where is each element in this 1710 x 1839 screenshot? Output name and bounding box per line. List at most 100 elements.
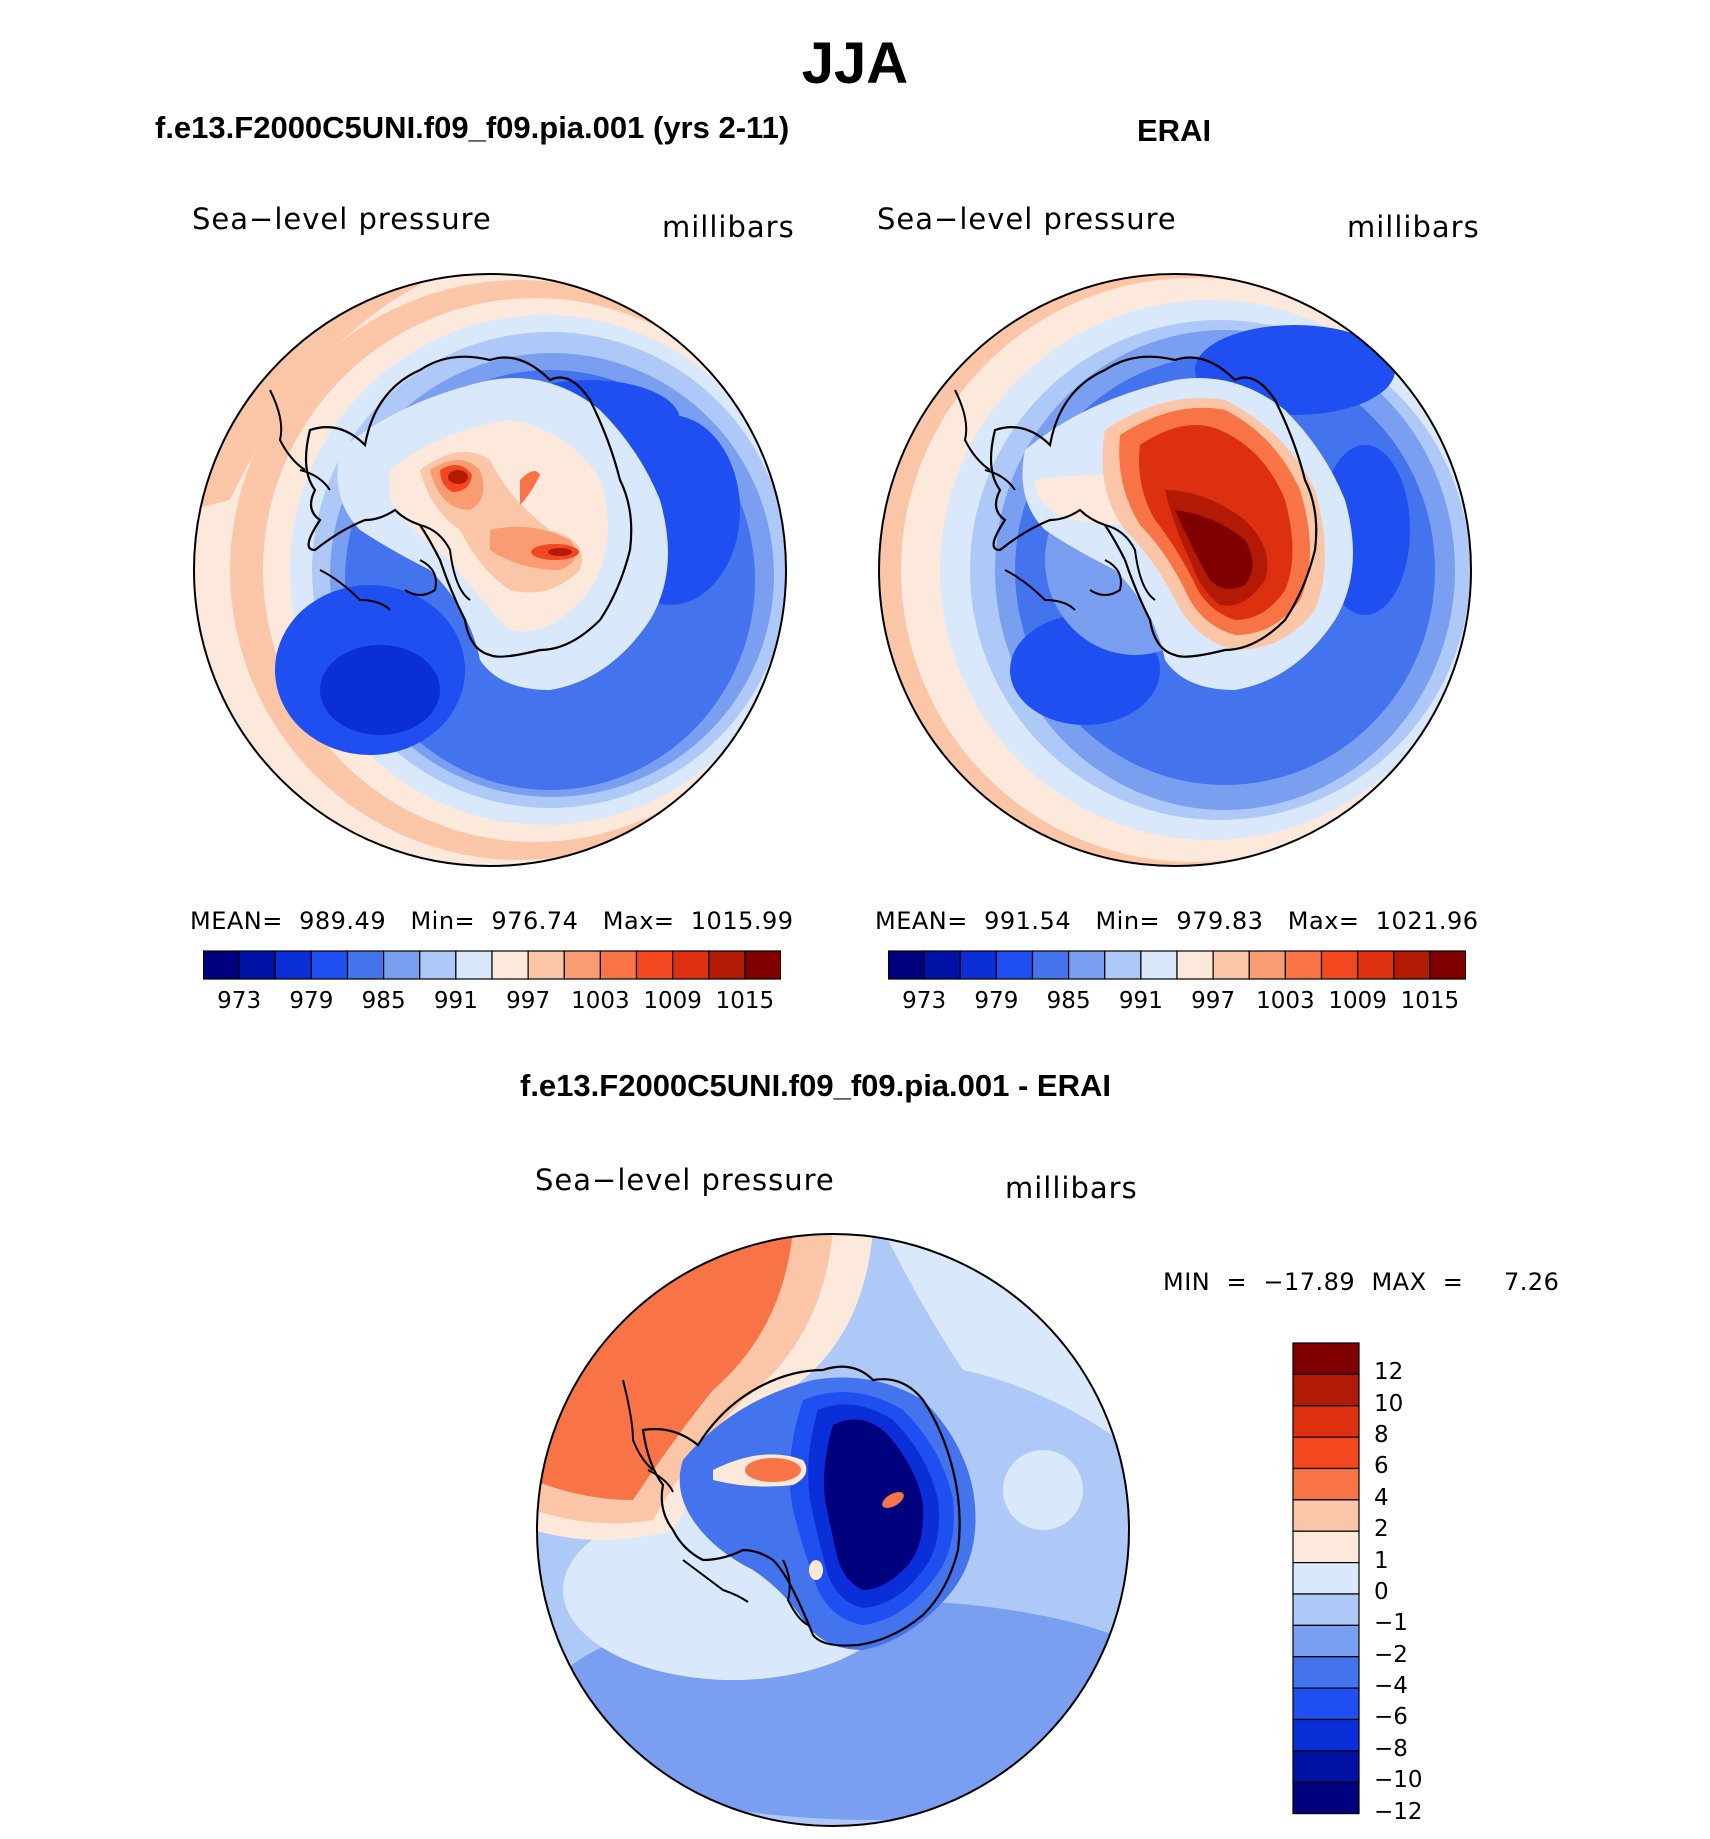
diff-colorbar-tick-label: −1: [1374, 1610, 1408, 1637]
diff-colorbar-box: [1292, 1750, 1360, 1783]
figure-title: JJA: [801, 31, 909, 96]
model-colorbar-ticks: 973 979 985 991 997 1003 1009 1015: [203, 988, 781, 1018]
diff-colorbar-box: [1292, 1499, 1360, 1532]
diff-colorbar-ticks: 12 10 8 6 4 2 1 0 −1 −2 −4 −6 −8 −10 −12: [1374, 1342, 1454, 1825]
model-colorbar-box: [491, 950, 529, 980]
obs-colorbar: [888, 950, 1466, 980]
model-colorbar-box: [238, 950, 276, 980]
obs-colorbar-box: [959, 950, 997, 980]
obs-units-label: millibars: [1347, 210, 1480, 244]
diff-colorbar-tick-label: −2: [1374, 1641, 1408, 1668]
obs-colorbar-box: [1212, 950, 1250, 980]
diff-colorbar-tick-label: 4: [1374, 1484, 1389, 1511]
diff-colorbar: [1292, 1342, 1360, 1815]
diff-colorbar-box: [1292, 1530, 1360, 1564]
model-colorbar-box: [672, 950, 710, 980]
diff-variable-label: Sea−level pressure: [535, 1163, 835, 1197]
obs-variable-label: Sea−level pressure: [877, 202, 1177, 236]
diff-colorbar-box: [1292, 1687, 1360, 1721]
obs-colorbar-box: [1176, 950, 1214, 980]
obs-colorbar-box: [1357, 950, 1395, 980]
model-panel-title: f.e13.F2000C5UNI.f09_f09.pia.001 (yrs 2-…: [155, 110, 790, 145]
diff-colorbar-tick-label: −6: [1374, 1704, 1408, 1731]
model-colorbar-tick-label: 1009: [643, 988, 702, 1014]
diff-colorbar-box: [1292, 1436, 1360, 1470]
obs-colorbar-box: [1320, 950, 1359, 980]
diff-colorbar-tick-label: 2: [1374, 1516, 1389, 1543]
obs-stats: MEAN= 991.54 Min= 979.83 Max= 1021.96: [875, 907, 1479, 935]
obs-colorbar-tick-label: 973: [902, 988, 947, 1014]
diff-stats: MIN = −17.89 MAX = 7.26: [1163, 1268, 1560, 1296]
obs-colorbar-box: [1248, 950, 1286, 980]
model-units-label: millibars: [662, 210, 795, 244]
model-colorbar-box: [563, 950, 601, 980]
obs-colorbar-box: [1284, 950, 1323, 980]
model-colorbar-box: [346, 950, 385, 980]
obs-colorbar-box: [1068, 950, 1106, 980]
diff-colorbar-box: [1292, 1593, 1360, 1626]
model-colorbar-box: [744, 950, 781, 980]
obs-colorbar-box: [1429, 950, 1466, 980]
diff-colorbar-box: [1292, 1373, 1360, 1407]
model-colorbar-box: [527, 950, 565, 980]
model-colorbar-box: [419, 950, 457, 980]
diff-colorbar-tick-label: 6: [1374, 1453, 1389, 1480]
model-colorbar-box: [455, 950, 493, 980]
model-colorbar-tick-label: 973: [217, 988, 262, 1014]
obs-colorbar-box: [1393, 950, 1431, 980]
model-polar-map: [193, 273, 787, 867]
diff-colorbar-box: [1292, 1405, 1360, 1438]
diff-colorbar-tick-label: 12: [1374, 1359, 1404, 1386]
model-colorbar-box: [599, 950, 638, 980]
diff-colorbar-tick-label: 10: [1374, 1390, 1404, 1417]
diff-colorbar-box: [1292, 1781, 1360, 1815]
model-colorbar-box: [310, 950, 349, 980]
obs-colorbar-tick-label: 991: [1118, 988, 1163, 1014]
diff-colorbar-tick-label: 1: [1374, 1547, 1389, 1574]
obs-colorbar-box: [923, 950, 961, 980]
obs-polar-map: [878, 273, 1472, 867]
diff-colorbar-box: [1292, 1624, 1360, 1658]
model-colorbar-tick-label: 991: [433, 988, 478, 1014]
diff-colorbar-box: [1292, 1656, 1360, 1689]
diff-colorbar-tick-label: 0: [1374, 1578, 1389, 1605]
model-colorbar-tick-label: 985: [361, 988, 406, 1014]
model-colorbar-tick-label: 997: [506, 988, 551, 1014]
model-colorbar-box: [383, 950, 421, 980]
model-variable-label: Sea−level pressure: [192, 202, 492, 236]
model-colorbar-box: [203, 950, 240, 980]
model-colorbar: [203, 950, 781, 980]
obs-colorbar-tick-label: 1009: [1328, 988, 1387, 1014]
model-colorbar-box: [708, 950, 746, 980]
obs-colorbar-box: [1031, 950, 1070, 980]
diff-polar-map: [536, 1233, 1130, 1827]
obs-colorbar-tick-label: 1003: [1256, 988, 1315, 1014]
model-colorbar-tick-label: 979: [289, 988, 334, 1014]
obs-colorbar-box: [1104, 950, 1142, 980]
obs-colorbar-box: [1140, 950, 1178, 980]
diff-colorbar-box: [1292, 1467, 1360, 1501]
model-colorbar-box: [635, 950, 674, 980]
obs-colorbar-tick-label: 979: [974, 988, 1019, 1014]
obs-colorbar-tick-label: 1015: [1400, 988, 1460, 1014]
obs-colorbar-ticks: 973 979 985 991 997 1003 1009 1015: [888, 988, 1466, 1018]
model-colorbar-tick-label: 1003: [571, 988, 630, 1014]
diff-panel-title: f.e13.F2000C5UNI.f09_f09.pia.001 - ERAI: [520, 1068, 1111, 1103]
model-colorbar-tick-label: 1015: [715, 988, 775, 1014]
obs-colorbar-box: [888, 950, 925, 980]
diff-colorbar-tick-label: −4: [1374, 1673, 1408, 1700]
diff-colorbar-box: [1292, 1562, 1360, 1595]
diff-colorbar-tick-label: −10: [1374, 1767, 1423, 1794]
obs-panel-title: ERAI: [1137, 113, 1212, 148]
diff-units-label: millibars: [1005, 1171, 1138, 1205]
model-stats: MEAN= 989.49 Min= 976.74 Max= 1015.99: [190, 907, 794, 935]
obs-colorbar-tick-label: 997: [1191, 988, 1236, 1014]
diff-colorbar-tick-label: 8: [1374, 1422, 1389, 1449]
diff-colorbar-tick-label: −8: [1374, 1735, 1408, 1762]
model-colorbar-box: [274, 950, 312, 980]
diff-colorbar-box: [1292, 1718, 1360, 1752]
obs-colorbar-box: [995, 950, 1034, 980]
diff-colorbar-box: [1292, 1342, 1360, 1375]
diff-colorbar-tick-label: −12: [1374, 1798, 1423, 1825]
obs-colorbar-tick-label: 985: [1046, 988, 1091, 1014]
